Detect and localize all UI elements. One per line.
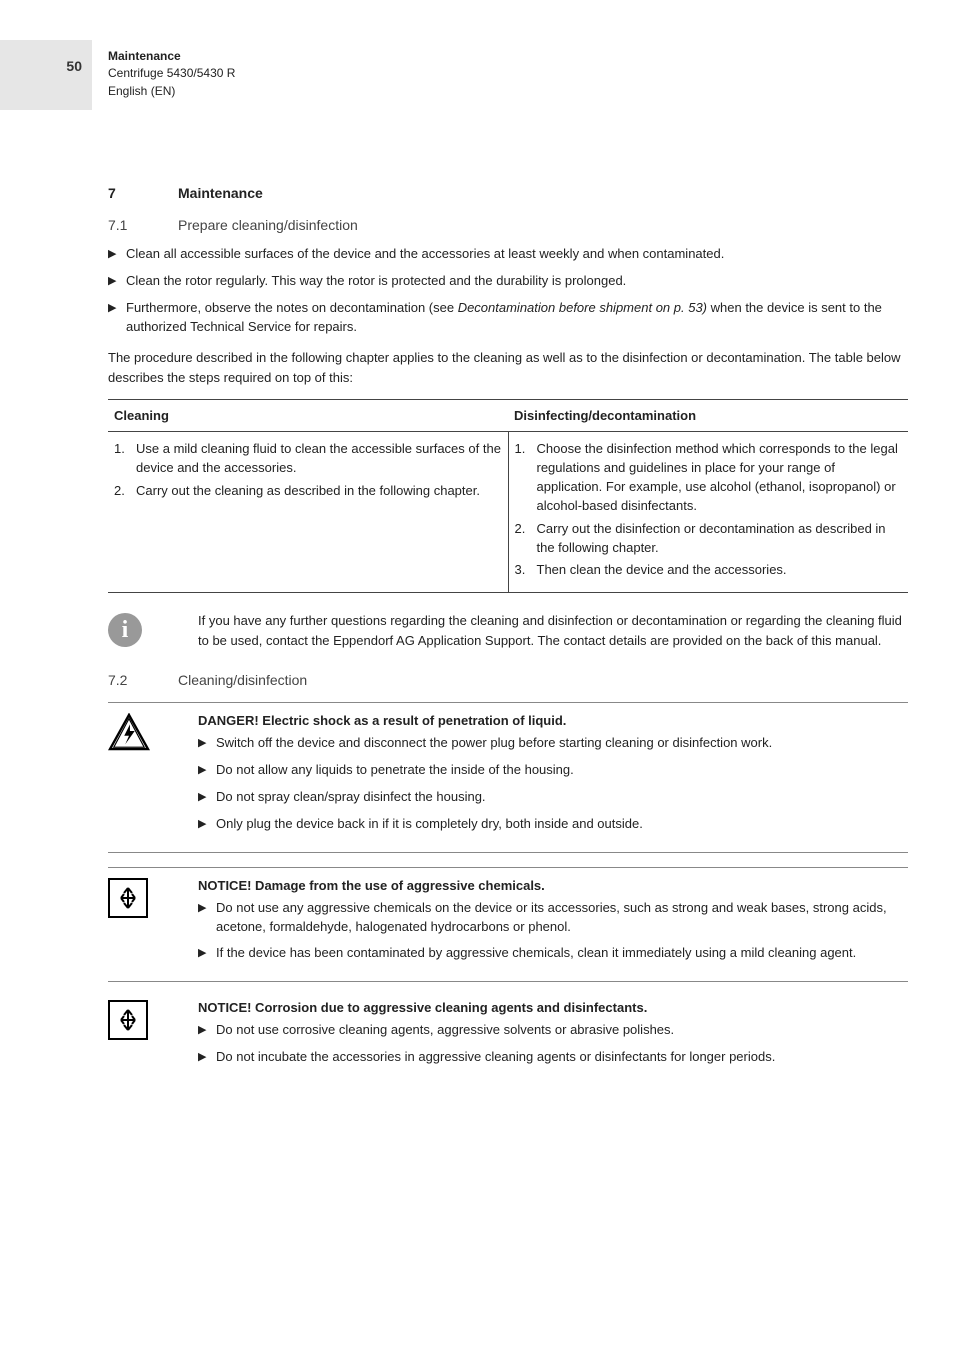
- section-heading: 7 Maintenance: [108, 185, 908, 201]
- info-icon-col: i: [108, 611, 198, 650]
- bullet-list-1: ▶ Clean all accessible surfaces of the d…: [108, 245, 908, 336]
- notice-block-1: NOTICE! Damage from the use of aggressiv…: [108, 867, 908, 983]
- danger-text: Do not spray clean/spray disinfect the h…: [216, 788, 908, 807]
- notice-title: NOTICE! Corrosion due to aggressive clea…: [198, 1000, 908, 1015]
- content-area: 7 Maintenance 7.1 Prepare cleaning/disin…: [108, 185, 908, 1099]
- list-text: Choose the disinfection method which cor…: [537, 440, 903, 515]
- table-cell-disinfect: 1.Choose the disinfection method which c…: [508, 432, 908, 593]
- section-number: 7: [108, 185, 178, 201]
- bullet-item: ▶ Clean the rotor regularly. This way th…: [108, 272, 908, 291]
- bullet-text: Clean all accessible surfaces of the dev…: [126, 245, 908, 264]
- bullet-icon: ▶: [198, 761, 216, 780]
- notice-text: Do not use corrosive cleaning agents, ag…: [216, 1021, 908, 1040]
- danger-text: Do not allow any liquids to penetrate th…: [216, 761, 908, 780]
- bullet-item: ▶ Furthermore, observe the notes on deco…: [108, 299, 908, 337]
- page-header: Maintenance Centrifuge 5430/5430 R Engli…: [108, 48, 235, 100]
- table-list-item: 2.Carry out the cleaning as described in…: [114, 482, 502, 501]
- danger-title: DANGER! Electric shock as a result of pe…: [198, 713, 908, 728]
- subsection-7-2: 7.2 Cleaning/disinfection: [108, 672, 908, 688]
- notice-body: NOTICE! Corrosion due to aggressive clea…: [198, 1000, 908, 1075]
- info-icon: i: [108, 613, 142, 647]
- danger-icon-col: [108, 713, 198, 841]
- list-number: 2.: [114, 482, 136, 501]
- danger-item: ▶Switch off the device and disconnect th…: [198, 734, 908, 753]
- danger-item: ▶Do not spray clean/spray disinfect the …: [198, 788, 908, 807]
- subsection-title: Cleaning/disinfection: [178, 672, 307, 688]
- bullet-text-pre: Furthermore, observe the notes on decont…: [126, 300, 458, 315]
- table-list-item: 1.Choose the disinfection method which c…: [515, 440, 903, 515]
- notice-text: Do not incubate the accessories in aggre…: [216, 1048, 908, 1067]
- list-number: 1.: [515, 440, 537, 515]
- table-cell-cleaning: 1.Use a mild cleaning fluid to clean the…: [108, 432, 508, 593]
- notice-icon: [108, 878, 148, 918]
- notice-icon-col: [108, 1000, 198, 1075]
- info-note-text: If you have any further questions regard…: [198, 611, 908, 650]
- danger-text: Only plug the device back in if it is co…: [216, 815, 908, 834]
- bullet-text: Furthermore, observe the notes on decont…: [126, 299, 908, 337]
- list-text: Use a mild cleaning fluid to clean the a…: [136, 440, 502, 478]
- list-number: 2.: [515, 520, 537, 558]
- notice-item: ▶Do not incubate the accessories in aggr…: [198, 1048, 908, 1067]
- bullet-icon: ▶: [198, 815, 216, 834]
- bullet-icon: ▶: [108, 245, 126, 264]
- table-list-item: 2.Carry out the disinfection or decontam…: [515, 520, 903, 558]
- notice-item: ▶Do not use any aggressive chemicals on …: [198, 899, 908, 937]
- danger-item: ▶Only plug the device back in if it is c…: [198, 815, 908, 834]
- bullet-icon: ▶: [108, 272, 126, 291]
- procedure-table: Cleaning Disinfecting/decontamination 1.…: [108, 399, 908, 593]
- notice-title: NOTICE! Damage from the use of aggressiv…: [198, 878, 908, 893]
- bullet-text-italic: Decontamination before shipment on p. 53…: [458, 300, 707, 315]
- notice-icon: [108, 1000, 148, 1040]
- notice-text: Do not use any aggressive chemicals on t…: [216, 899, 908, 937]
- header-lang: English (EN): [108, 83, 235, 100]
- bullet-icon: ▶: [198, 1048, 216, 1067]
- notice-block-2: NOTICE! Corrosion due to aggressive clea…: [108, 996, 908, 1085]
- bullet-icon: ▶: [198, 1021, 216, 1040]
- subsection-7-1: 7.1 Prepare cleaning/disinfection: [108, 217, 908, 233]
- page-tab: 50: [0, 40, 92, 110]
- bullet-icon: ▶: [198, 734, 216, 753]
- subsection-title: Prepare cleaning/disinfection: [178, 217, 358, 233]
- list-number: 3.: [515, 561, 537, 580]
- list-text: Then clean the device and the accessorie…: [537, 561, 903, 580]
- bullet-item: ▶ Clean all accessible surfaces of the d…: [108, 245, 908, 264]
- danger-block: DANGER! Electric shock as a result of pe…: [108, 702, 908, 852]
- subsection-number: 7.2: [108, 672, 178, 688]
- header-product: Centrifuge 5430/5430 R: [108, 65, 235, 82]
- danger-body: DANGER! Electric shock as a result of pe…: [198, 713, 908, 841]
- bullet-icon: ▶: [198, 944, 216, 963]
- notice-text: If the device has been contaminated by a…: [216, 944, 908, 963]
- notice-body: NOTICE! Damage from the use of aggressiv…: [198, 878, 908, 972]
- bullet-text: Clean the rotor regularly. This way the …: [126, 272, 908, 291]
- info-note: i If you have any further questions rega…: [108, 611, 908, 650]
- danger-item: ▶Do not allow any liquids to penetrate t…: [198, 761, 908, 780]
- list-text: Carry out the disinfection or decontamin…: [537, 520, 903, 558]
- bullet-icon: ▶: [108, 299, 126, 337]
- table-header-cleaning: Cleaning: [108, 400, 508, 432]
- table-header-disinfect: Disinfecting/decontamination: [508, 400, 908, 432]
- notice-item: ▶Do not use corrosive cleaning agents, a…: [198, 1021, 908, 1040]
- page-number: 50: [66, 58, 82, 74]
- electric-shock-icon: [108, 713, 150, 751]
- list-text: Carry out the cleaning as described in t…: [136, 482, 502, 501]
- list-number: 1.: [114, 440, 136, 478]
- danger-text: Switch off the device and disconnect the…: [216, 734, 908, 753]
- table-list-item: 3.Then clean the device and the accessor…: [515, 561, 903, 580]
- notice-item: ▶If the device has been contaminated by …: [198, 944, 908, 963]
- section-title: Maintenance: [178, 185, 263, 201]
- intro-paragraph: The procedure described in the following…: [108, 348, 908, 387]
- bullet-icon: ▶: [198, 788, 216, 807]
- notice-icon-col: [108, 878, 198, 972]
- subsection-number: 7.1: [108, 217, 178, 233]
- header-chapter: Maintenance: [108, 48, 235, 65]
- bullet-icon: ▶: [198, 899, 216, 937]
- table-list-item: 1.Use a mild cleaning fluid to clean the…: [114, 440, 502, 478]
